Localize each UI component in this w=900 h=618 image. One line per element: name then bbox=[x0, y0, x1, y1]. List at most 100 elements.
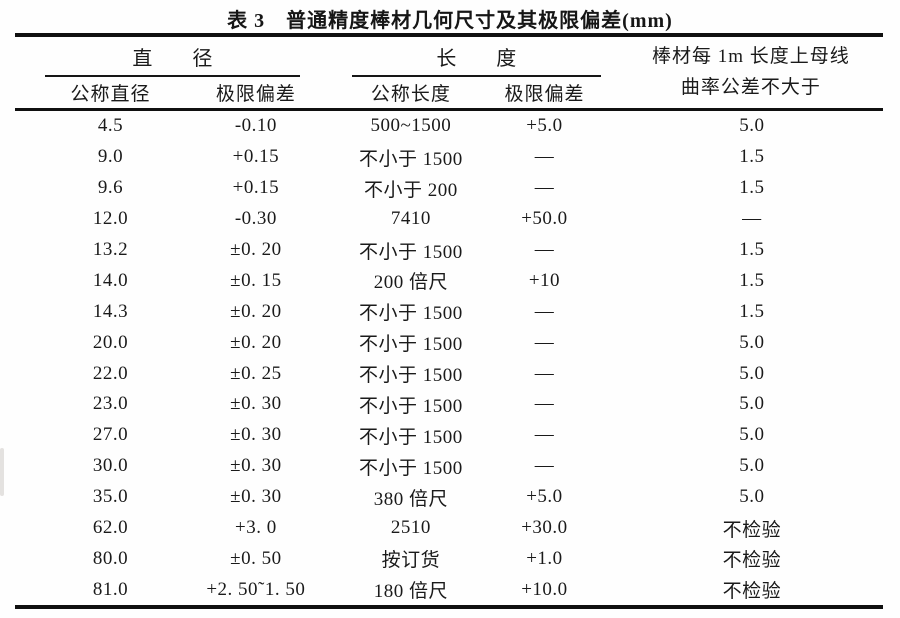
table-cell: 不小于 1500 bbox=[359, 365, 463, 387]
table-row: 4.5 -0.10 500~1500 +5.0 5.0 bbox=[15, 110, 883, 142]
table-header: 直 径 长 度 棒材每 1m 长度上母线 曲率公差不大于 公称直径 极限偏差 公… bbox=[15, 35, 883, 111]
table-cell: 9.6 bbox=[97, 177, 124, 199]
curvature-note-line1: 棒材每 1m 长度上母线 bbox=[652, 46, 850, 68]
table-row: 20.0 ±0. 20 不小于 1500 — 5.0 bbox=[15, 327, 883, 358]
table-cell: 不小于 1500 bbox=[359, 334, 463, 356]
table-row: 23.0 ±0. 30 不小于 1500 — 5.0 bbox=[15, 389, 883, 420]
table-cell: +0.15 bbox=[232, 146, 280, 168]
table-cell: 30.0 bbox=[92, 455, 129, 477]
table-cell: 14.0 bbox=[92, 269, 129, 291]
table-cell: 1.5 bbox=[739, 300, 765, 322]
table-cell: 1.5 bbox=[739, 239, 765, 260]
table-cell: 4.5 bbox=[97, 115, 124, 137]
table-cell: — bbox=[534, 239, 555, 260]
table-cell: ±0. 20 bbox=[230, 331, 282, 353]
table-cell: 5.0 bbox=[739, 393, 765, 415]
table-row: 13.2 ±0. 20 不小于 1500 — 1.5 bbox=[15, 235, 883, 266]
table-cell: 不检验 bbox=[722, 550, 782, 572]
col-header-nominal-length: 公称长度 bbox=[305, 77, 489, 111]
table-cell: 不小于 1500 bbox=[359, 303, 463, 325]
table-cell: 500~1500 bbox=[370, 115, 452, 137]
table-cell: 200 倍尺 bbox=[373, 272, 449, 294]
table-cell: 5.0 bbox=[739, 115, 765, 137]
table-row: 80.0 ±0. 50 按订货 +1.0 不检验 bbox=[15, 543, 883, 574]
scan-artifact bbox=[0, 448, 4, 496]
table-cell: ±0. 30 bbox=[230, 393, 282, 415]
table-cell: 81.0 bbox=[92, 578, 129, 600]
table-cell: +30.0 bbox=[521, 517, 568, 539]
table-cell: 62.0 bbox=[92, 517, 129, 539]
table-row: 22.0 ±0. 25 不小于 1500 — 5.0 bbox=[15, 358, 883, 389]
table-cell: +5.0 bbox=[526, 486, 563, 508]
table-cell: ±0. 30 bbox=[230, 455, 282, 477]
table-cell: ±0. 30 bbox=[230, 486, 282, 508]
table-row: 27.0 ±0. 30 不小于 1500 — 5.0 bbox=[15, 420, 883, 451]
table-cell: 不小于 200 bbox=[364, 179, 458, 201]
table-cell: 380 倍尺 bbox=[373, 488, 449, 510]
table-cell: ±0. 25 bbox=[230, 362, 282, 384]
table-cell: — bbox=[534, 362, 555, 384]
table-title: 表 3 普通精度棒材几何尺寸及其极限偏差(mm) bbox=[227, 10, 673, 32]
colgroup-diameter: 直 径 bbox=[15, 35, 306, 77]
table-row: 30.0 ±0. 30 不小于 1500 — 5.0 bbox=[15, 451, 883, 482]
table-row: 9.0 +0.15 不小于 1500 — 1.5 bbox=[15, 142, 883, 173]
col-header-nominal-diameter: 公称直径 bbox=[15, 77, 206, 111]
table-cell: +50.0 bbox=[521, 208, 568, 230]
table-cell: 2510 bbox=[390, 517, 431, 539]
table-cell: 12.0 bbox=[92, 208, 129, 230]
table-cell: 5.0 bbox=[739, 424, 765, 446]
colgroup-curvature-note: 棒材每 1m 长度上母线 曲率公差不大于 bbox=[600, 35, 883, 111]
table-cell: — bbox=[534, 455, 555, 477]
table-cell: 9.0 bbox=[97, 146, 124, 168]
table-cell: 不小于 1500 bbox=[359, 241, 463, 263]
table-cell: 5.0 bbox=[739, 455, 765, 477]
table-cell: +2. 50˜1. 50 bbox=[206, 578, 306, 600]
table-cell: 不小于 1500 bbox=[359, 457, 463, 479]
table-cell: 13.2 bbox=[92, 239, 129, 260]
table-cell: — bbox=[534, 393, 555, 415]
column-header-row: 公称直径 极限偏差 公称长度 极限偏差 bbox=[15, 77, 883, 111]
table-row: 12.0 -0.30 7410 +50.0 — bbox=[15, 204, 883, 235]
table-row: 14.0 ±0. 15 200 倍尺 +10 1.5 bbox=[15, 265, 883, 296]
table-cell: 1.5 bbox=[739, 146, 765, 168]
colgroup-length-label: 长 度 bbox=[351, 42, 601, 77]
table-row: 81.0 +2. 50˜1. 50 180 倍尺 +10.0 不检验 bbox=[15, 574, 883, 607]
table-body: 4.5 -0.10 500~1500 +5.0 5.0 9.0 +0.15 不小于 1500 —… bbox=[15, 110, 883, 608]
table-cell: 35.0 bbox=[92, 486, 129, 508]
table-cell: -0.10 bbox=[234, 115, 277, 137]
table-row: 35.0 ±0. 30 380 倍尺 +5.0 5.0 bbox=[15, 482, 883, 513]
table-cell: 不小于 1500 bbox=[359, 426, 463, 448]
table-cell: 27.0 bbox=[92, 424, 129, 446]
table-cell: 按订货 bbox=[381, 550, 441, 572]
table-cell: ±0. 50 bbox=[230, 547, 282, 569]
table-cell: +5.0 bbox=[526, 115, 563, 137]
table-cell: 5.0 bbox=[739, 331, 765, 353]
table-cell: 23.0 bbox=[92, 393, 129, 415]
table-cell: — bbox=[534, 146, 555, 168]
table-cell: 1.5 bbox=[739, 269, 765, 291]
table-cell: 5.0 bbox=[739, 362, 765, 384]
table-cell: 22.0 bbox=[92, 362, 129, 384]
table-cell: 不检验 bbox=[722, 519, 782, 541]
curvature-note-line2: 曲率公差不大于 bbox=[680, 76, 821, 98]
table-cell: 不检验 bbox=[722, 581, 782, 603]
table-cell: ±0. 15 bbox=[230, 269, 282, 291]
table-row: 9.6 +0.15 不小于 200 — 1.5 bbox=[15, 173, 883, 204]
table-row: 14.3 ±0. 20 不小于 1500 — 1.5 bbox=[15, 296, 883, 327]
table-cell: 80.0 bbox=[92, 547, 129, 569]
table-cell: ±0. 20 bbox=[230, 239, 282, 260]
table-cell: 1.5 bbox=[739, 177, 765, 199]
table-cell: -0.30 bbox=[234, 208, 277, 230]
col-header-diameter-deviation: 极限偏差 bbox=[205, 77, 306, 111]
colgroup-diameter-label: 直 径 bbox=[45, 42, 300, 77]
table-cell: +1.0 bbox=[526, 547, 563, 569]
colgroup-length: 长 度 bbox=[306, 35, 601, 77]
table-cell: +3. 0 bbox=[235, 517, 277, 539]
spec-table: 直 径 长 度 棒材每 1m 长度上母线 曲率公差不大于 公称直径 极限偏差 公… bbox=[15, 33, 883, 610]
col-header-length-deviation: 极限偏差 bbox=[488, 77, 601, 111]
table-row: 62.0 +3. 0 2510 +30.0 不检验 bbox=[15, 513, 883, 544]
table-cell: 不小于 1500 bbox=[359, 148, 463, 170]
column-group-row: 直 径 长 度 棒材每 1m 长度上母线 曲率公差不大于 bbox=[15, 35, 883, 111]
table-cell: 180 倍尺 bbox=[373, 581, 449, 603]
